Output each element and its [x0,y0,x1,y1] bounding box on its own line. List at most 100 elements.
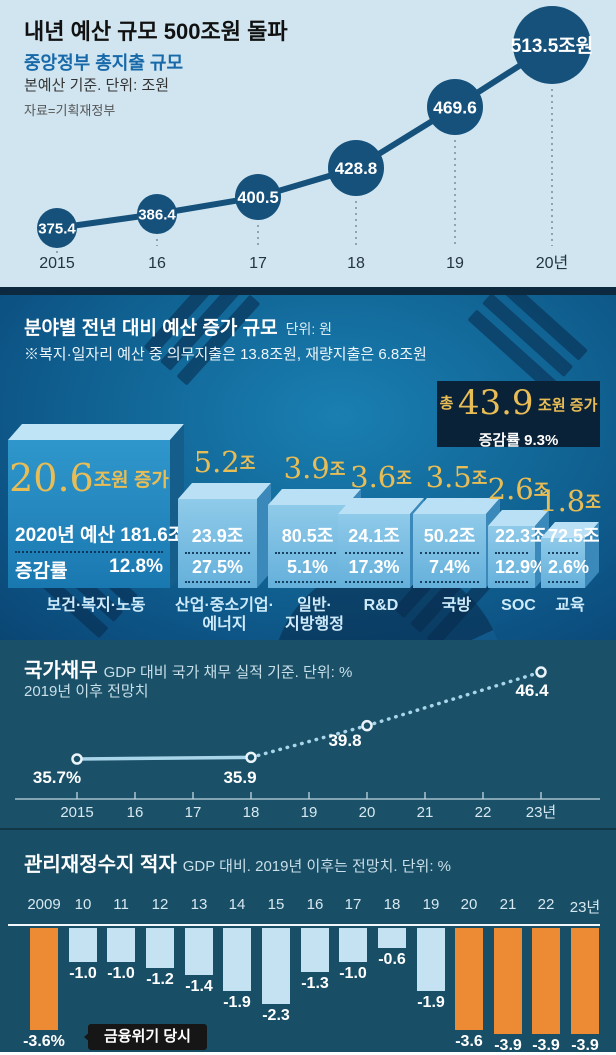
section-total-expenditure: 375.4 2015 386.4 16 400.5 17 428.8 18 469.6 19 513… [0,0,616,287]
deficit-value: -1.0 [339,965,367,982]
category-line: 에너지 [202,616,247,633]
budget-2020-row: 23.9조 [185,522,250,554]
debt-point [535,666,547,678]
section-fiscal-balance: 관리재정수지 적자 GDP 대비. 2019년 이후는 전망치. 단위: % 20… [0,828,616,1054]
gold-number: 5.2 [193,445,240,479]
deficit-value: -1.0 [107,965,135,982]
budget-bubble-label: 469.6 [433,97,477,117]
deficit-bar [339,928,367,962]
deficit-value: -1.3 [301,975,329,992]
year-label: 23년 [526,804,557,821]
section3-title: 국가채무 GDP 대비 국가 채무 실적 기준. 단위: % [24,654,352,683]
section4-title: 관리재정수지 적자 GDP 대비. 2019년 이후는 전망치. 단위: % [24,848,451,877]
budget-2020-row: 24.1조 [345,522,403,554]
year-label: 15 [267,896,285,913]
year-label: 10 [74,896,92,913]
deficit-value: -3.9 [532,1037,560,1054]
sector-bar-top [178,483,271,499]
year-label: 21 [417,804,434,821]
year-label: 16 [148,255,166,272]
sector-category-label: 일반· 지방행정 [285,596,344,634]
section3-subtitle: GDP 대비 국가 채무 실적 기준. 단위: % [103,664,353,681]
category-line: SOC [501,597,536,614]
budget-bubble [235,174,281,220]
budget-bubble [427,79,483,135]
category-line: 국방 [441,597,472,614]
section2-title: 분야별 전년 대비 예산 증가 규모 단위: 원 [24,313,332,340]
sector-increase-value: 3.5조 [426,460,488,494]
sector-bar-rows: 80.5조 5.1% [275,522,340,583]
section2-title-text: 분야별 전년 대비 예산 증가 규모 [24,318,278,339]
deficit-bar [571,928,599,1034]
year-label: 20년 [536,254,569,272]
sector-bar-front: 50.2조 7.4% [413,514,486,588]
sector-bar-rows: 50.2조 7.4% [420,522,479,583]
gold-suffix: 조 [329,460,346,479]
rate-row: 17.3% [345,554,403,583]
year-label: 19 [446,255,464,272]
badge-number: 43.9 [457,383,534,423]
year-label: 13 [190,896,208,913]
rate-row: 2.6% [548,554,589,583]
deficit-bar [107,928,135,962]
sector-category-label: SOC [501,596,536,615]
sector-bar-rows: 24.1조 17.3% [345,522,403,583]
rate-row: 27.5% [185,554,250,583]
debt-point-label: 46.4 [515,681,549,700]
rate-row: 5.1% [275,554,340,583]
sector-bar-top [413,498,500,514]
budget-bubble [328,140,384,196]
zero-baseline [8,924,600,926]
budget-bubble-label: 375.4 [38,220,76,237]
category-line: 교육 [555,597,585,614]
year-label: 18 [347,255,365,272]
rate-value: 12.8% [109,556,163,577]
sector-category-label: 국방 [442,596,471,615]
sector-category-label: 보건·복지·노동 [47,596,146,615]
category-line: R&D [363,597,399,614]
debt-line-forecast [365,670,543,728]
section4-subtitle: GDP 대비. 2019년 이후는 전망치. 단위: % [182,858,452,875]
budget-bubble-label: 513.5조원 [511,35,594,57]
category-line: 지방행정 [285,616,344,633]
year-label: 16 [306,896,324,913]
budget-2020-row: 80.5조 [275,522,340,554]
sector-increase-value: 1.8조 [539,484,601,518]
sector-increase-value: 20.6조원 증가 [8,456,170,500]
rate-row: 12.9% [495,554,546,583]
gold-number: 3.9 [283,451,330,485]
sector-bar-front: 22.3조 12.9% [488,526,547,588]
sector-bar-top [541,522,599,538]
total-expenditure-chart: 375.4 2015 386.4 16 400.5 17 428.8 18 469.6 19 513… [37,6,594,272]
section4-title-text: 관리재정수지 적자 [24,854,177,876]
debt-line-forecast [249,723,369,760]
financial-crisis-callout: 금융위기 당시 [84,1024,207,1050]
budget-2020-row: 50.2조 [420,522,479,554]
year-label: 22 [537,896,555,913]
data-source: 자료=기획재정부 [24,103,116,118]
deficit-value: -3.9 [571,1037,599,1054]
debt-line-actual [76,755,252,761]
deficit-bar [455,928,483,1030]
deficit-value: -1.2 [146,971,174,988]
sector-increase-value: 3.9조 [284,451,346,485]
gold-number: 1.8 [539,484,586,518]
budget-bubble [37,208,77,248]
deficit-bar [417,928,445,991]
badge-suffix: 조원 증가 [538,397,598,414]
chart-basis-note: 본예산 기준. 단위: 조원 [24,77,170,94]
deficit-bar [301,928,329,972]
gold-suffix: 조 [471,469,488,488]
gold-number: 3.5 [425,460,472,494]
year-label: 22 [475,804,492,821]
category-line: 산업·중소기업· [175,597,274,614]
category-line: 보건·복지·노동 [46,597,146,614]
rate-row: 증감률 12.8% [15,553,163,583]
debt-point [361,719,373,732]
total-increase-badge: 총 43.9 조원 증가 증감률 9.3% [437,381,600,449]
total-increase-value: 총 43.9 조원 증가 [437,385,600,428]
deficit-bar [494,928,522,1034]
chart-subtitle: 중앙정부 총지출 규모 [24,53,184,73]
budget-bubble [513,6,591,84]
category-line: 일반· [297,597,332,614]
